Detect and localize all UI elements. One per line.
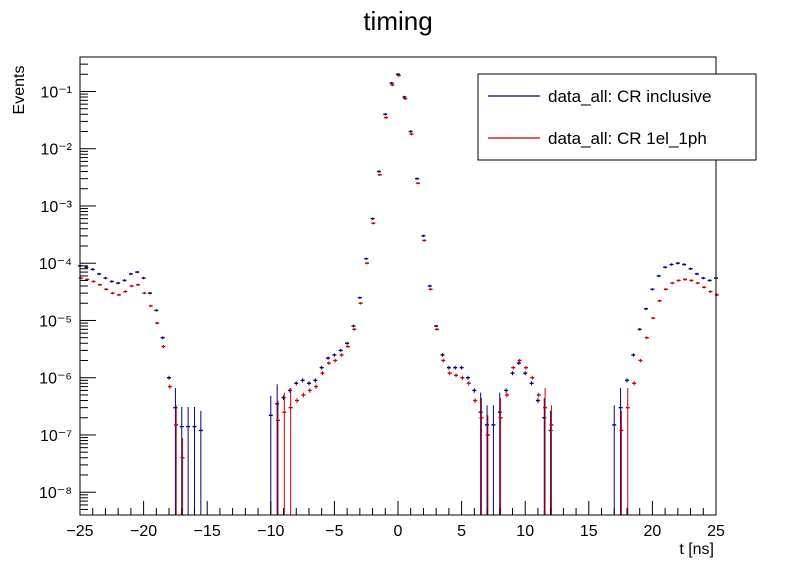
x-tick-label: 25 (707, 523, 725, 540)
x-axis: −25 −20 −15 −10 −5 0 5 10 15 20 25 (66, 501, 725, 540)
legend-label-cr-inclusive: data_all: CR inclusive (548, 87, 711, 106)
series-cr-1el-1ph (78, 74, 719, 515)
x-tick-label: −20 (130, 523, 157, 540)
x-tick-label: −15 (194, 523, 221, 540)
y-tick-label: 10⁻⁵ (39, 313, 72, 330)
x-tick-label: 20 (644, 523, 662, 540)
y-tick-label: 10⁻⁸ (39, 485, 72, 502)
x-tick-label: 0 (394, 523, 403, 540)
legend-label-cr-1el-1ph: data_all: CR 1el_1ph (548, 129, 707, 148)
chart-title: timing (363, 6, 432, 36)
y-tick-label: 10⁻⁷ (40, 428, 72, 445)
y-axis-title: Events (11, 66, 28, 115)
x-tick-label: −5 (325, 523, 343, 540)
y-axis: 10⁻⁸ 10⁻⁷ 10⁻⁶ 10⁻⁵ 10⁻⁴ 10⁻³ 10⁻² 10⁻¹ (39, 56, 96, 516)
x-tick-label: −10 (257, 523, 284, 540)
series-layer (78, 73, 719, 515)
y-tick-label: 10⁻¹ (40, 84, 72, 101)
x-tick-label: 10 (516, 523, 534, 540)
x-tick-label: −25 (66, 523, 93, 540)
y-tick-label: 10⁻⁶ (39, 371, 72, 388)
y-tick-label: 10⁻⁴ (39, 256, 72, 273)
y-tick-label: 10⁻³ (40, 199, 72, 216)
series-cr-inclusive (78, 73, 718, 515)
y-tick-label: 10⁻² (40, 142, 72, 159)
legend: data_all: CR inclusive data_all: CR 1el_… (477, 73, 757, 161)
x-tick-label: 15 (580, 523, 598, 540)
x-axis-title: t [ns] (679, 541, 714, 558)
legend-box (477, 73, 757, 161)
x-tick-label: 5 (457, 523, 466, 540)
